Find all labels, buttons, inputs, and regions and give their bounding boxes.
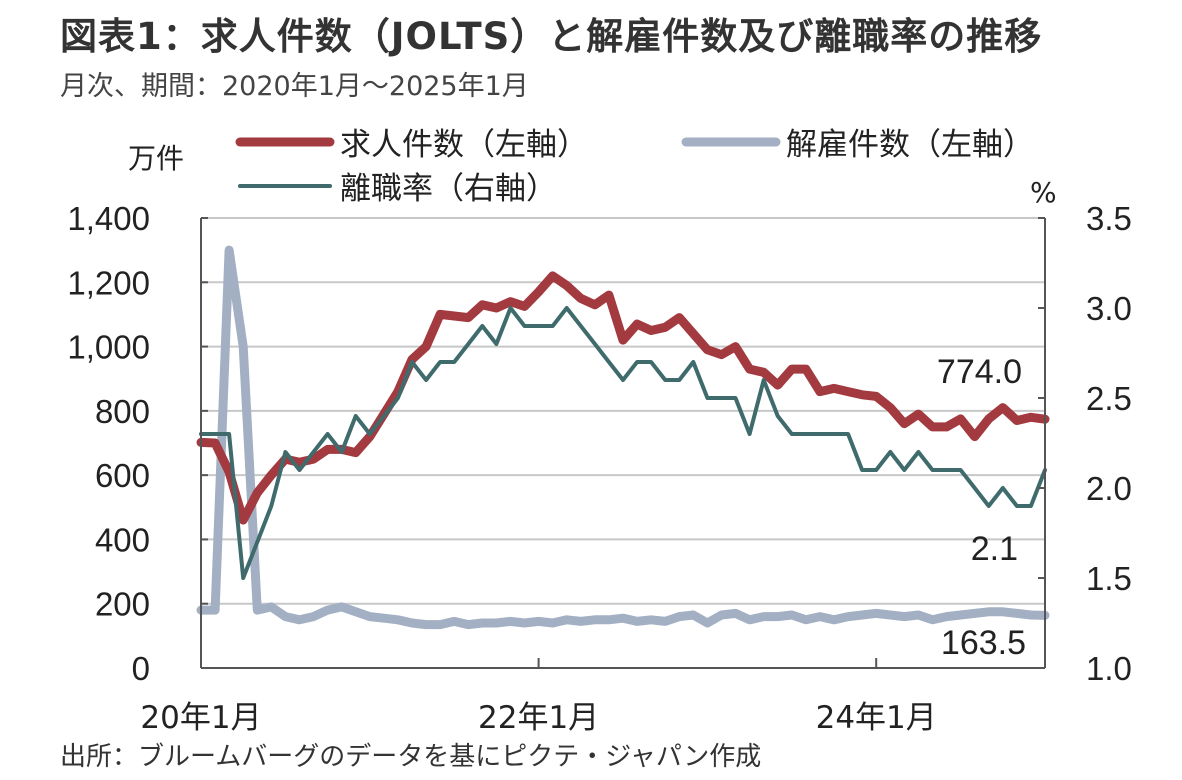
series-lines [196, 245, 1050, 630]
legend-label-0: 求人件数（左軸） [340, 127, 588, 163]
left-tick-label: 0 [132, 650, 150, 687]
axes [200, 217, 1046, 669]
data-label-2: 2.1 [971, 530, 1018, 568]
data-label-0: 774.0 [937, 353, 1022, 391]
right-tick-label: 2.0 [1086, 470, 1132, 507]
tick-labels: 0 200 400 600 800 1,000 1,200 1,400 1.0 1.5 2.0 2.5… [67, 142, 1131, 736]
left-tick-label: 600 [95, 457, 150, 494]
legend-label-1: 解雇件数（左軸） [786, 127, 1034, 163]
chart-title: 図表1：求人件数（JOLTS）と解雇件数及び離職率の推移 [60, 15, 1043, 58]
source-note: 出所：ブルームバーグのデータを基にピクテ・ジャパン作成 [60, 742, 762, 772]
left-axis-unit: 万件 [128, 142, 184, 175]
right-tick-label: 2.5 [1086, 380, 1132, 417]
left-tick-label: 1,400 [67, 200, 150, 237]
annotations: 774.0 2.1 163.5 [937, 353, 1026, 662]
chart-subtitle: 月次、期間：2020年1月～2025年1月 [60, 71, 529, 102]
x-tick-label: 20年1月 [140, 700, 261, 736]
legend: 求人件数（左軸） 解雇件数（左軸） 離職率（右軸） [235, 127, 1034, 207]
data-label-1: 163.5 [941, 624, 1026, 662]
right-tick-label: 3.5 [1086, 200, 1132, 237]
series-line-0 [196, 271, 1050, 525]
legend-label-2: 離職率（右軸） [340, 171, 557, 207]
x-tick-label: 22年1月 [478, 700, 599, 736]
left-tick-label: 400 [95, 521, 150, 558]
series-line-1 [196, 245, 1050, 630]
left-tick-label: 800 [95, 393, 150, 430]
left-tick-label: 1,200 [67, 264, 150, 301]
left-tick-label: 1,000 [67, 329, 150, 366]
right-tick-label: 3.0 [1086, 290, 1132, 327]
right-tick-label: 1.5 [1086, 560, 1132, 597]
right-tick-label: 1.0 [1086, 650, 1132, 687]
series-line-2 [199, 306, 1047, 580]
left-tick-label: 200 [95, 586, 150, 623]
x-tick-label: 24年1月 [816, 700, 937, 736]
right-axis-unit: % [1030, 176, 1057, 209]
